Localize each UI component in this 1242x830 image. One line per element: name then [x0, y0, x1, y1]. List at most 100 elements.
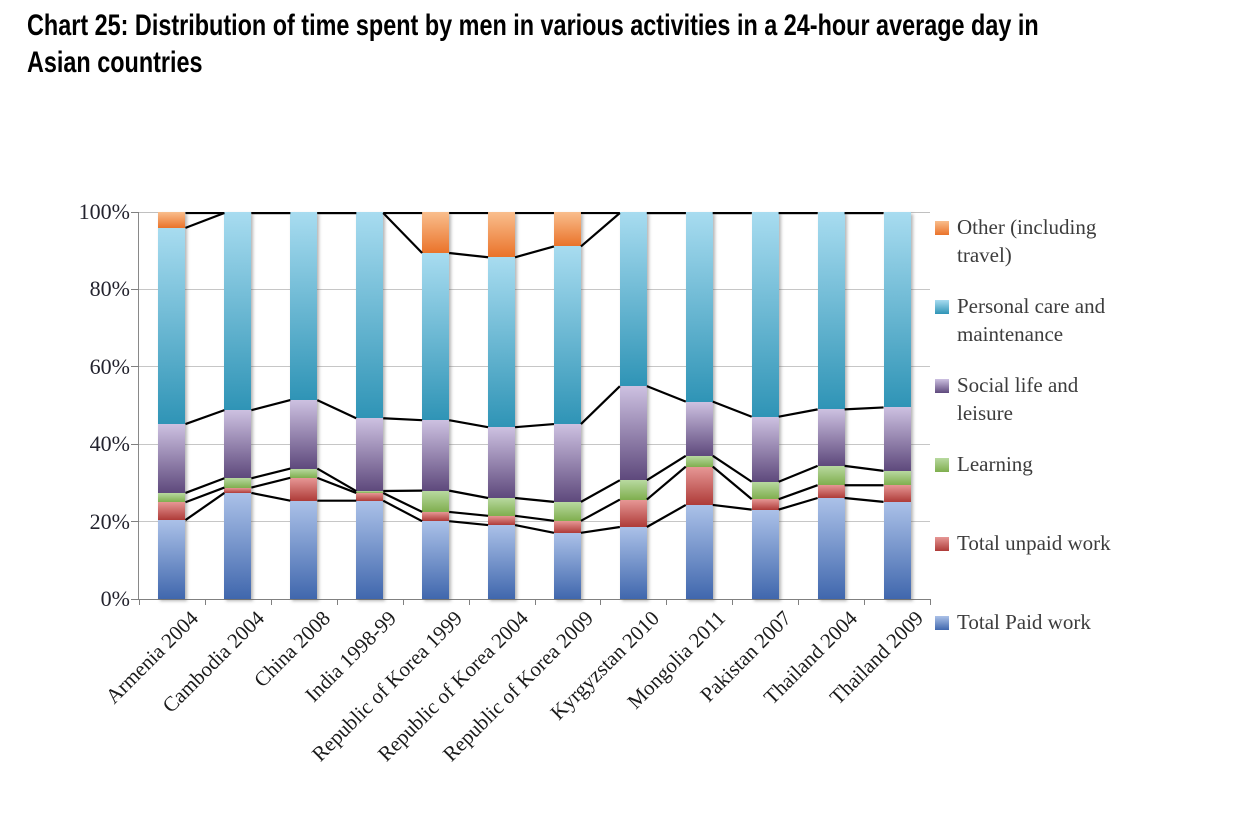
- bar-segment-unpaid: [817, 485, 845, 498]
- bar-segment-personal: [751, 212, 779, 417]
- legend-color-swatch-icon: [935, 221, 949, 235]
- series-line-unpaid: [382, 491, 423, 513]
- y-axis-line: [138, 212, 139, 600]
- bar-segment-learning: [685, 455, 713, 467]
- bar-segment-personal: [290, 212, 318, 401]
- bar-segment-paid: [619, 527, 647, 599]
- legend-item-unpaid: Total unpaid work: [935, 530, 1111, 558]
- stacked-bar: [553, 212, 581, 599]
- x-axis-tick: [666, 599, 668, 605]
- gridline-60: [139, 366, 930, 368]
- x-axis-tick: [732, 599, 734, 605]
- series-line-unpaid: [712, 465, 753, 500]
- legend-item-learning: Learning: [935, 451, 1033, 479]
- bar-segment-social: [422, 420, 450, 491]
- legend-item-paid: Total Paid work: [935, 609, 1091, 637]
- y-axis-tick: [131, 288, 139, 290]
- stacked-bar: [290, 212, 318, 599]
- bar-segment-paid: [817, 498, 845, 599]
- x-axis-tick: [864, 599, 866, 605]
- series-line-social: [383, 417, 423, 422]
- series-line-unpaid: [778, 484, 818, 501]
- stacked-bar: [619, 212, 647, 599]
- y-tick-label-0: 0%: [100, 586, 130, 611]
- y-axis-tick: [131, 443, 139, 445]
- bar-segment-unpaid: [553, 520, 581, 533]
- chart-title: Chart 25: Distribution of time spent by …: [27, 9, 1039, 79]
- bar-segment-social: [488, 427, 516, 499]
- stacked-bar: [685, 212, 713, 599]
- x-axis-tick: [139, 599, 140, 605]
- gridline-40: [139, 443, 930, 445]
- series-line-paid: [646, 504, 687, 528]
- bar-segment-unpaid: [751, 499, 779, 510]
- series-line-unpaid: [251, 476, 291, 489]
- bar-segment-unpaid: [619, 499, 647, 528]
- series-line-paid: [712, 503, 752, 511]
- x-axis-tick: [402, 599, 404, 605]
- x-axis-tick: [534, 599, 536, 605]
- series-line-social: [778, 408, 818, 418]
- bar-segment-paid: [685, 504, 713, 599]
- bar-segment-social: [224, 410, 252, 479]
- legend-label: Social life and leisure: [957, 373, 1079, 425]
- series-line-unpaid: [514, 514, 555, 522]
- bar-segment-personal: [356, 212, 384, 419]
- series-line-paid: [580, 525, 621, 534]
- series-line-learning: [778, 464, 819, 483]
- bar-segment-paid: [158, 520, 186, 599]
- series-line-social: [448, 419, 489, 429]
- x-axis-line: [131, 599, 931, 600]
- bar-segment-learning: [224, 478, 252, 488]
- series-line-learning: [580, 479, 621, 503]
- bar-segment-social: [883, 407, 911, 471]
- series-line-paid: [251, 491, 291, 502]
- x-axis-tick: [930, 599, 931, 605]
- bar-segment-paid: [488, 525, 516, 599]
- series-connector-lines: [184, 212, 884, 534]
- bar-segment-paid: [224, 492, 252, 599]
- y-axis-tick: [131, 598, 139, 600]
- bar-segment-personal: [817, 212, 845, 410]
- plot-area: [139, 211, 930, 599]
- bar-segment-paid: [553, 532, 581, 599]
- gridline-100: [139, 211, 930, 213]
- legend-color-swatch-icon: [935, 616, 949, 630]
- series-line-social: [185, 409, 225, 426]
- bar-segment-learning: [883, 470, 911, 486]
- series-line-social: [844, 406, 884, 411]
- x-axis-tick: [468, 599, 470, 605]
- bar-segment-social: [553, 424, 581, 502]
- series-line-learning: [316, 467, 357, 492]
- series-line-personal: [185, 212, 225, 229]
- bar-segment-paid: [290, 500, 318, 599]
- legend-color-swatch-icon: [935, 458, 949, 472]
- x-axis-tick: [600, 599, 602, 605]
- bar-segment-unpaid: [488, 515, 516, 526]
- stacked-bar: [883, 212, 911, 599]
- bar-segment-other: [488, 212, 516, 258]
- bar-segment-personal: [158, 227, 186, 425]
- bar-segment-unpaid: [883, 485, 911, 502]
- series-line-paid: [778, 496, 818, 511]
- bar-segment-personal: [488, 257, 516, 428]
- bar-segment-learning: [488, 498, 516, 516]
- legend-item-personal: Personal care and maintenance: [935, 293, 1105, 348]
- legend-label: Personal care and maintenance: [957, 294, 1106, 346]
- legend-label: Other (including travel): [957, 215, 1097, 267]
- bar-segment-paid: [356, 500, 384, 599]
- series-line-personal: [449, 251, 489, 259]
- stacked-bar: [817, 212, 845, 599]
- bar-segment-personal: [685, 212, 713, 402]
- series-line-social: [712, 400, 753, 418]
- legend-label: Total Paid work: [957, 610, 1091, 634]
- series-line-social: [646, 385, 687, 403]
- bar-segment-learning: [619, 480, 647, 500]
- x-axis-tick: [270, 599, 272, 605]
- x-axis-tick: [798, 599, 800, 605]
- legend-color-swatch-icon: [935, 300, 949, 314]
- y-axis-tick: [131, 211, 139, 213]
- y-tick-label-80: 80%: [89, 276, 130, 302]
- bar-segment-learning: [751, 481, 779, 500]
